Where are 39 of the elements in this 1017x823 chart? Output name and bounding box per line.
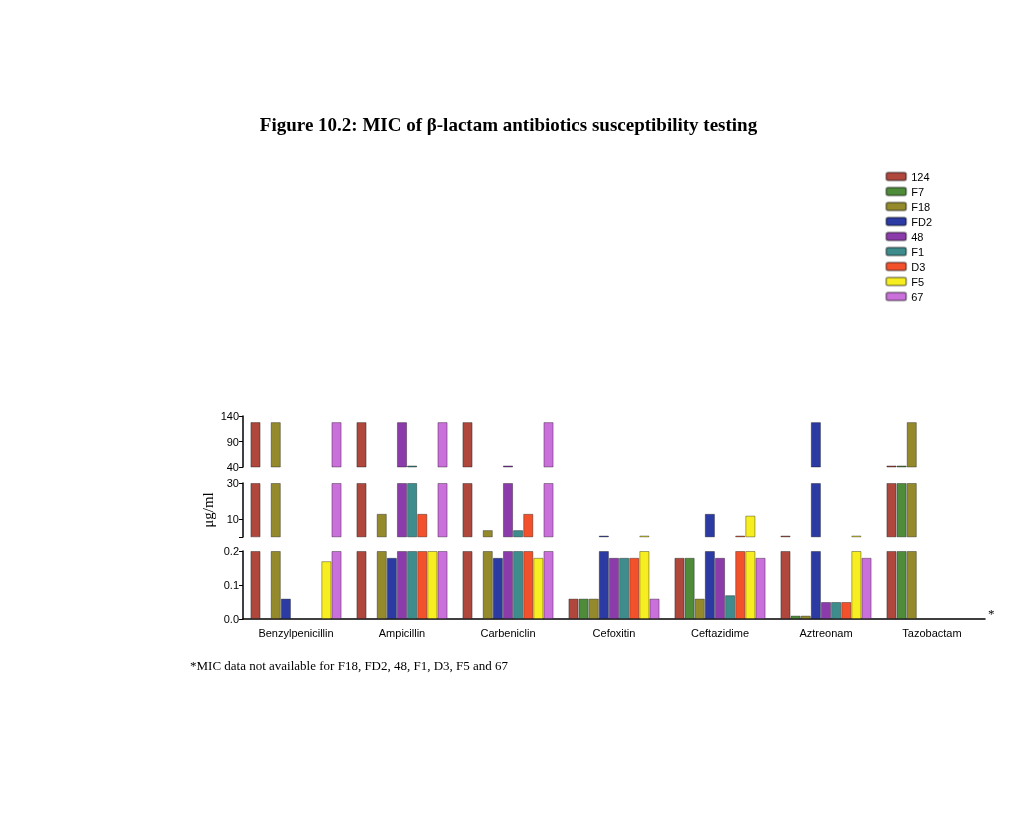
x-tick-label: Carbeniclin bbox=[480, 626, 536, 639]
legend-label: 48 bbox=[911, 230, 924, 243]
legend-label: 124 bbox=[911, 170, 930, 183]
bar bbox=[331, 483, 342, 538]
bar bbox=[356, 483, 367, 538]
x-tick-label: Ceftazidime bbox=[690, 626, 750, 639]
y-axis-title: μg/ml bbox=[200, 492, 217, 528]
x-tick-label: Tazobactam bbox=[902, 626, 962, 639]
y-tick-label: 30 bbox=[226, 477, 239, 489]
bar bbox=[810, 483, 821, 538]
legend-label: FD2 bbox=[911, 215, 932, 228]
x-tick-label: Benzylpenicillin bbox=[258, 626, 334, 639]
legend-label: F18 bbox=[911, 200, 931, 213]
legend-label: F5 bbox=[911, 275, 925, 288]
legend-label: D3 bbox=[911, 260, 926, 273]
legend-label: F1 bbox=[911, 245, 925, 258]
bar bbox=[462, 483, 473, 538]
bar bbox=[376, 513, 387, 538]
bar bbox=[543, 483, 554, 538]
x-tick-label: Aztreonam bbox=[799, 626, 853, 639]
y-tick-label: 0.2 bbox=[223, 545, 239, 557]
text: *MIC data not available for F18, FD2, 48, F1, D3, F5 and 67 bbox=[190, 658, 509, 673]
bar bbox=[704, 513, 715, 538]
legend-label: F7 bbox=[911, 185, 925, 198]
bar bbox=[437, 483, 448, 538]
y-tick-label: 10 bbox=[226, 513, 239, 526]
text: * bbox=[988, 606, 995, 621]
x-tick-label: Ampicillin bbox=[378, 626, 426, 639]
y-tick-label: 0.1 bbox=[223, 579, 239, 591]
chart-title: Figure 10.2: MIC of β-lactam antibiotics susceptibility testing bbox=[259, 114, 758, 135]
x-tick-label: Cefoxitin bbox=[592, 626, 636, 639]
legend-label: 67 bbox=[911, 290, 924, 303]
y-tick-label: 0.0 bbox=[223, 613, 239, 625]
bar bbox=[482, 530, 493, 538]
y-tick-label: 90 bbox=[226, 435, 239, 448]
bar bbox=[250, 483, 261, 538]
bar bbox=[270, 483, 281, 538]
y-tick-label: 140 bbox=[220, 410, 239, 422]
y-tick-label: 40 bbox=[226, 461, 239, 473]
